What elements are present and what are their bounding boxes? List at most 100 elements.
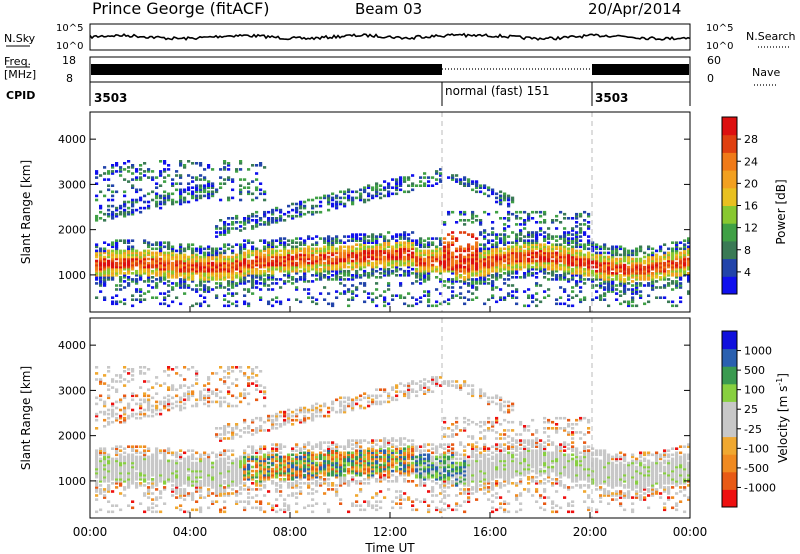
heatmap-cell	[579, 249, 583, 253]
heatmap-cell	[239, 400, 243, 404]
heatmap-cell	[251, 261, 255, 265]
heatmap-cell	[195, 255, 199, 259]
heatmap-cell	[287, 276, 291, 279]
heatmap-cell	[119, 284, 123, 287]
heatmap-cell	[119, 212, 123, 216]
heatmap-cell	[283, 243, 287, 246]
heatmap-cell	[171, 253, 175, 257]
heatmap-cell	[123, 276, 127, 279]
heatmap-cell	[671, 304, 675, 308]
heatmap-cell	[251, 376, 255, 379]
heatmap-cell	[451, 251, 455, 255]
heatmap-cell	[407, 292, 411, 295]
heatmap-cell	[275, 239, 279, 242]
heatmap-cell	[263, 245, 267, 249]
heatmap-cell	[107, 416, 111, 420]
heatmap-cell	[291, 269, 295, 273]
heatmap-cell	[399, 176, 403, 179]
heatmap-cell	[395, 192, 399, 196]
heatmap-cell	[179, 286, 183, 289]
heatmap-cell	[371, 253, 375, 257]
heatmap-cell	[619, 257, 623, 261]
heatmap-cell	[167, 274, 171, 277]
heatmap-cell	[267, 502, 271, 505]
power-colorbar-tick-4: 20	[744, 177, 758, 190]
heatmap-cell	[259, 255, 263, 259]
heatmap-cell	[111, 190, 115, 194]
heatmap-cell	[435, 182, 439, 185]
heatmap-cell	[267, 261, 271, 265]
heatmap-cell	[131, 453, 135, 457]
heatmap-cell	[131, 378, 135, 381]
heatmap-cell	[159, 160, 163, 163]
heatmap-cell	[255, 259, 259, 263]
heatmap-cell	[191, 251, 195, 255]
heatmap-cell	[375, 194, 379, 198]
heatmap-cell	[147, 170, 151, 173]
heatmap-cell	[135, 255, 139, 259]
heatmap-cell	[347, 265, 351, 269]
heatmap-cell	[351, 261, 355, 265]
heatmap-cell	[251, 276, 255, 279]
heatmap-cell	[243, 178, 247, 181]
heatmap-cell	[99, 378, 103, 381]
heatmap-cell	[139, 269, 143, 273]
heatmap-cell	[223, 500, 227, 503]
heatmap-cell	[295, 251, 299, 255]
heatmap-cell	[635, 282, 639, 285]
heatmap-cell	[239, 265, 243, 269]
heatmap-cell	[223, 294, 227, 297]
heatmap-cell	[255, 280, 259, 283]
heatmap-cell	[335, 272, 339, 275]
heatmap-cell	[307, 235, 311, 238]
heatmap-cell	[155, 488, 159, 491]
heatmap-cell	[311, 265, 315, 269]
heatmap-cell	[495, 192, 499, 196]
heatmap-cell	[479, 243, 483, 246]
heatmap-cell	[163, 253, 167, 257]
heatmap-cell	[271, 276, 275, 279]
heatmap-cell	[491, 227, 495, 230]
heatmap-cell	[595, 284, 599, 287]
heatmap-cell	[127, 253, 131, 257]
heatmap-cell	[115, 208, 119, 212]
heatmap-cell	[227, 176, 231, 179]
heatmap-cell	[167, 366, 171, 369]
heatmap-cell	[307, 245, 311, 249]
heatmap-cell	[219, 261, 223, 265]
heatmap-cell	[327, 278, 331, 281]
heatmap-cell	[467, 282, 471, 285]
heatmap-cell	[247, 249, 251, 253]
heatmap-cell	[311, 280, 315, 283]
heatmap-cell	[139, 402, 143, 406]
heatmap-cell	[347, 255, 351, 259]
heatmap-cell	[363, 265, 367, 269]
heatmap-cell	[235, 257, 239, 261]
heatmap-cell	[247, 221, 251, 224]
heatmap-cell	[475, 190, 479, 194]
power-colorbar-tick-2: 12	[744, 222, 758, 235]
heatmap-cell	[139, 366, 143, 369]
heatmap-cell	[243, 288, 247, 291]
heatmap-cell	[127, 265, 131, 269]
heatmap-cell	[643, 251, 647, 255]
heatmap-cell	[167, 253, 171, 257]
heatmap-cell	[287, 265, 291, 269]
heatmap-cell	[339, 200, 343, 204]
nsearch-tick-bottom: 10^0	[706, 41, 733, 52]
heatmap-cell	[175, 400, 179, 404]
heatmap-cell	[299, 276, 303, 279]
heatmap-cell	[263, 221, 267, 224]
heatmap-cell	[347, 278, 351, 281]
heatmap-cell	[575, 294, 579, 297]
nsky-tick-bottom: 10^0	[56, 41, 83, 52]
heatmap-cell	[363, 290, 367, 293]
heatmap-cell	[239, 267, 243, 271]
heatmap-cell	[367, 249, 371, 253]
heatmap-cell	[135, 482, 139, 485]
heatmap-cell	[463, 176, 467, 179]
heatmap-cell	[111, 269, 115, 273]
heatmap-cell	[335, 194, 339, 198]
heatmap-cell	[335, 261, 339, 265]
heatmap-cell	[231, 196, 235, 200]
